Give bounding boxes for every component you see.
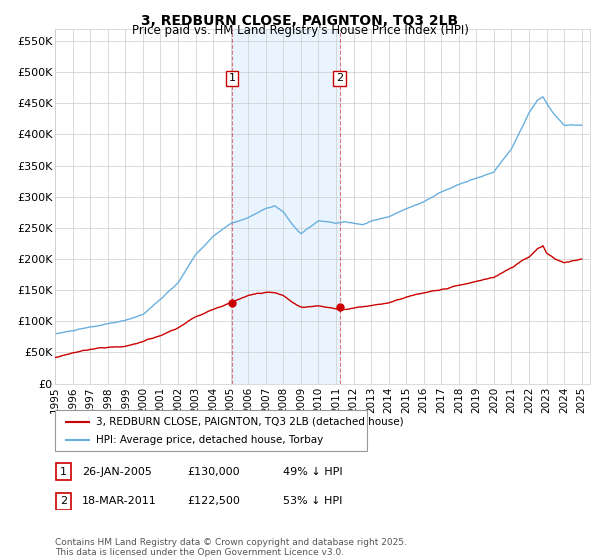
FancyBboxPatch shape: [55, 410, 367, 451]
Text: 3, REDBURN CLOSE, PAIGNTON, TQ3 2LB (detached house): 3, REDBURN CLOSE, PAIGNTON, TQ3 2LB (det…: [96, 417, 403, 427]
Text: Contains HM Land Registry data © Crown copyright and database right 2025.
This d: Contains HM Land Registry data © Crown c…: [55, 538, 407, 557]
Text: 3, REDBURN CLOSE, PAIGNTON, TQ3 2LB: 3, REDBURN CLOSE, PAIGNTON, TQ3 2LB: [142, 14, 458, 28]
Text: £122,500: £122,500: [187, 496, 240, 506]
Bar: [232, 29, 340, 384]
FancyBboxPatch shape: [56, 463, 71, 480]
Text: £130,000: £130,000: [187, 466, 240, 477]
FancyBboxPatch shape: [56, 493, 71, 510]
Text: 18-MAR-2011: 18-MAR-2011: [82, 496, 157, 506]
Text: 53% ↓ HPI: 53% ↓ HPI: [283, 496, 343, 506]
Text: 49% ↓ HPI: 49% ↓ HPI: [283, 466, 343, 477]
Text: HPI: Average price, detached house, Torbay: HPI: Average price, detached house, Torb…: [96, 435, 323, 445]
Text: 1: 1: [229, 73, 235, 83]
Text: 26-JAN-2005: 26-JAN-2005: [82, 466, 152, 477]
Text: Price paid vs. HM Land Registry's House Price Index (HPI): Price paid vs. HM Land Registry's House …: [131, 24, 469, 36]
Text: 2: 2: [60, 496, 67, 506]
Text: 1: 1: [60, 466, 67, 477]
Text: 2: 2: [336, 73, 343, 83]
